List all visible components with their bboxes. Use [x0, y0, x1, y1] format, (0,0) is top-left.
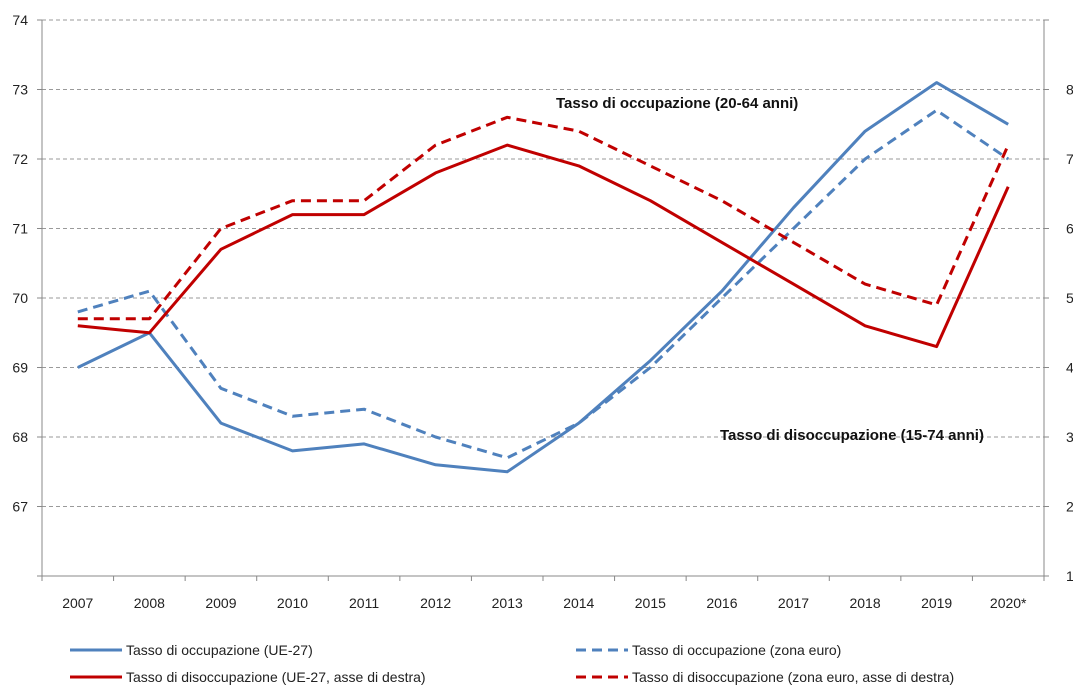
series-line-3: [77, 143, 1010, 349]
right-axis-ticks: 1 2 3 4 5 6 7 8: [1066, 82, 1073, 585]
right-tick-label: 8: [1066, 82, 1073, 98]
right-tick-label: 7: [1066, 151, 1073, 167]
x-tick-label: 2011: [349, 595, 379, 611]
gridlines: [42, 19, 1044, 507]
x-tick-label: 2010: [277, 595, 308, 611]
x-tick-label: 2012: [420, 595, 451, 611]
legend-label: Tasso di occupazione (UE-27): [126, 642, 313, 658]
left-tick-label: 72: [12, 151, 28, 167]
legend-label: Tasso di disoccupazione (UE-27, asse di …: [126, 669, 426, 685]
x-tick-label: 2008: [134, 595, 165, 611]
legend-label: Tasso di occupazione (zona euro): [632, 642, 841, 658]
x-axis-ticks: 2007 2008 2009 2010 2011 2012 2013 2014 2015 2016…: [62, 595, 1027, 611]
x-tick-label: 2007: [62, 595, 93, 611]
right-tick-label: 5: [1066, 290, 1073, 306]
left-tick-label: 74: [12, 12, 28, 28]
series-line-1: [77, 81, 1009, 474]
legend-label: Tasso di disoccupazione (zona euro, asse…: [632, 669, 954, 685]
series-line-2: [77, 108, 1010, 460]
x-tick-label: 2015: [635, 595, 666, 611]
right-tick-label: 6: [1066, 221, 1073, 237]
axes: [37, 19, 1049, 581]
left-tick-label: 70: [12, 290, 28, 306]
series-line-4: [77, 115, 1010, 321]
x-tick-label: 2016: [706, 595, 737, 611]
left-tick-label: 73: [12, 82, 28, 98]
right-tick-label: 3: [1066, 429, 1073, 445]
x-tick-label: 2018: [849, 595, 880, 611]
x-tick-label: 2009: [205, 595, 236, 611]
annotation-disoccupazione: Tasso di disoccupazione (15-74 anni): [720, 427, 984, 444]
right-tick-label: 1: [1066, 568, 1073, 584]
x-tick-label: 2019: [921, 595, 952, 611]
legend: Tasso di occupazione (UE-27) Tasso di occ…: [70, 642, 954, 685]
x-tick-label: 2017: [778, 595, 809, 611]
left-axis-ticks: 67 68 69 70 71 72 73 74: [12, 12, 28, 515]
left-tick-label: 71: [12, 221, 28, 237]
right-tick-label: 2: [1066, 499, 1073, 515]
annotation-occupazione: Tasso di occupazione (20-64 anni): [556, 95, 798, 112]
x-tick-label: 2014: [563, 595, 594, 611]
left-tick-label: 67: [12, 499, 28, 515]
left-tick-label: 68: [12, 429, 28, 445]
x-tick-label: 2020*: [990, 595, 1027, 611]
x-tick-label: 2013: [492, 595, 523, 611]
left-tick-label: 69: [12, 360, 28, 376]
series-lines: [77, 81, 1010, 474]
right-tick-label: 4: [1066, 360, 1073, 376]
